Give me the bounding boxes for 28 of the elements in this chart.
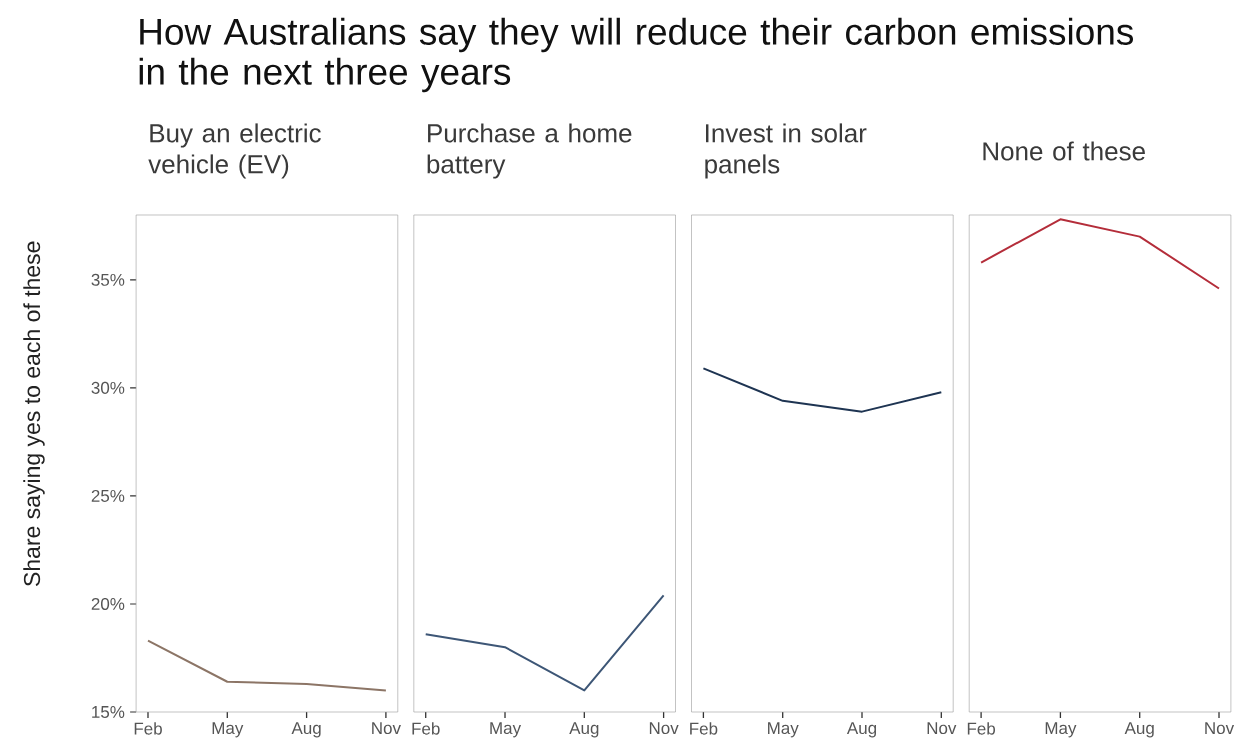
y-tick-label: 20% — [91, 597, 125, 610]
x-tick-label: Aug — [1124, 722, 1154, 738]
x-tick-label: Feb — [690, 722, 718, 735]
x-tick-label: Nov — [649, 722, 679, 735]
x-tick-label: Feb — [967, 722, 996, 735]
x-tick-label: May — [768, 722, 799, 738]
line-series — [147, 639, 387, 692]
x-tick-label: Feb — [134, 722, 162, 735]
x-tick-label: Nov — [927, 722, 957, 735]
x-tick-label: May — [1045, 722, 1077, 738]
x-tick-label: Aug — [291, 722, 321, 738]
x-tick-label: Aug — [569, 722, 599, 738]
x-tick-label: May — [490, 722, 522, 738]
chart-title: Invest in solar panels — [705, 123, 867, 179]
y-tick-label: 30% — [91, 381, 125, 394]
x-tick-label: Nov — [1205, 722, 1235, 735]
y-axis-title: Share saying yes to each of these — [23, 241, 45, 586]
x-tick-label: Aug — [846, 722, 877, 738]
y-tick-label: 15% — [92, 706, 125, 718]
y-tick-label: 35% — [91, 273, 125, 286]
chart-title: None of these — [983, 141, 1145, 161]
x-tick-label: Feb — [412, 722, 440, 735]
y-tick-label: 25% — [91, 489, 125, 502]
x-tick-label: May — [212, 722, 244, 738]
text: How Australians say they will reduce their carbon emissions in the next three years — [139, 17, 1134, 93]
x-tick-label: Nov — [372, 722, 401, 735]
chart-title: Buy an electric vehicle (EV) — [148, 123, 321, 179]
chart-title: Purchase a home battery — [427, 123, 632, 179]
